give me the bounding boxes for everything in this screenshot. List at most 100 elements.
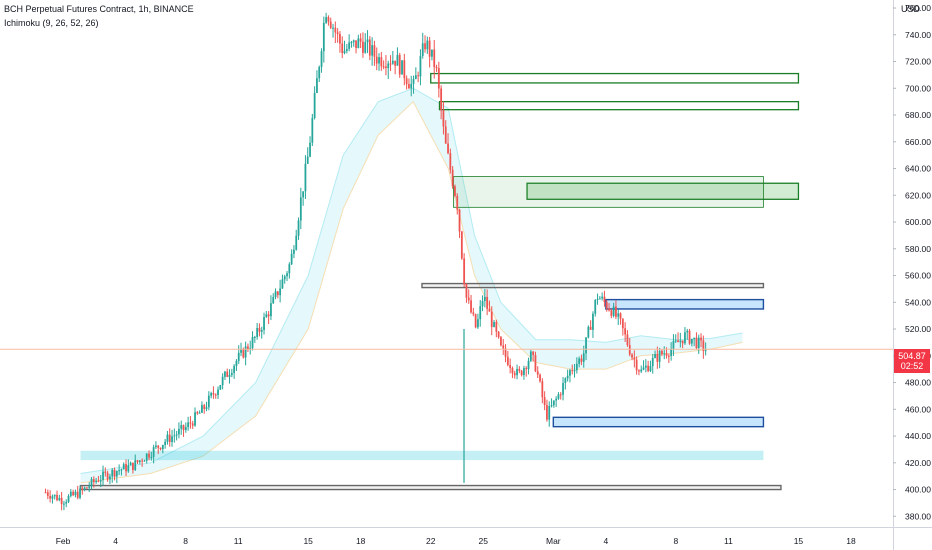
candle-body bbox=[470, 300, 472, 313]
candle-body bbox=[635, 359, 638, 371]
candle-body bbox=[274, 291, 277, 298]
candle-body bbox=[419, 55, 422, 77]
candle-body bbox=[332, 27, 334, 29]
candle-body bbox=[355, 40, 357, 49]
candle-body bbox=[120, 469, 123, 471]
candle-body bbox=[72, 491, 75, 496]
candle-body bbox=[417, 75, 420, 77]
candle-body bbox=[132, 462, 134, 471]
candle-body bbox=[166, 434, 169, 442]
candle-body bbox=[396, 54, 399, 66]
candle-body bbox=[182, 425, 185, 430]
zone-resistance bbox=[453, 176, 764, 208]
candle-body bbox=[490, 311, 493, 327]
candle-body bbox=[249, 348, 252, 350]
zone-resistance bbox=[430, 72, 800, 84]
candle-body bbox=[178, 428, 180, 435]
candle-body bbox=[304, 163, 307, 192]
indicator-label[interactable]: Ichimoku (9, 26, 52, 26) bbox=[4, 18, 99, 28]
candle-body bbox=[309, 142, 311, 157]
candle-body bbox=[663, 353, 666, 355]
candle-body bbox=[562, 382, 564, 395]
candle-body bbox=[138, 460, 141, 463]
candle-body bbox=[382, 66, 385, 68]
candle-body bbox=[564, 378, 567, 383]
candle-body bbox=[373, 45, 376, 57]
candle-body bbox=[106, 472, 109, 480]
candle-body bbox=[670, 348, 673, 357]
candle-body bbox=[99, 480, 102, 482]
candle-body bbox=[316, 78, 318, 93]
candle-body bbox=[456, 195, 459, 210]
candle-body bbox=[424, 43, 426, 50]
candle-body bbox=[81, 488, 84, 490]
candle-body bbox=[290, 253, 293, 265]
candle-body bbox=[497, 331, 500, 338]
candle-body bbox=[286, 273, 288, 277]
zone-resistance bbox=[438, 101, 800, 111]
candle-body bbox=[548, 406, 551, 420]
candle-body bbox=[272, 297, 275, 304]
candle-body bbox=[173, 435, 176, 437]
symbol-title[interactable]: BCH Perpetual Futures Contract, 1h, BINA… bbox=[4, 4, 194, 14]
candle-body bbox=[76, 491, 79, 498]
ichimoku-span-a bbox=[80, 87, 743, 474]
candle-body bbox=[164, 441, 167, 445]
candle-body bbox=[555, 398, 558, 401]
price-tick-label: 700.00 bbox=[905, 83, 931, 93]
candle-body bbox=[175, 434, 178, 436]
time-tick-label: 8 bbox=[183, 536, 188, 546]
candle-body bbox=[527, 360, 530, 370]
candle-body bbox=[454, 186, 456, 196]
candle-body bbox=[240, 349, 242, 353]
candle-body bbox=[318, 66, 321, 79]
candle-body bbox=[506, 356, 509, 366]
candle-body bbox=[102, 471, 104, 481]
candle-body bbox=[196, 412, 199, 414]
candle-body bbox=[187, 422, 190, 428]
candle-body bbox=[263, 317, 265, 331]
candle-body bbox=[649, 366, 652, 372]
candle-body bbox=[621, 318, 624, 329]
candle-body bbox=[619, 313, 622, 319]
candle-body bbox=[58, 497, 61, 501]
candle-body bbox=[569, 370, 571, 376]
candle-body bbox=[191, 423, 194, 426]
candle-body bbox=[532, 351, 535, 356]
candle-body bbox=[148, 453, 150, 458]
candle-body bbox=[697, 337, 700, 349]
candle-body bbox=[504, 348, 507, 357]
price-tick-label: 760.00 bbox=[905, 3, 931, 13]
candle-body bbox=[578, 358, 581, 364]
candle-body bbox=[520, 370, 523, 376]
candle-body bbox=[589, 326, 592, 330]
candle-body bbox=[644, 365, 647, 368]
candle-body bbox=[327, 17, 330, 22]
candle-body bbox=[228, 374, 231, 377]
candle-body bbox=[155, 445, 157, 448]
candle-body bbox=[320, 51, 323, 67]
time-tick-label: Mar bbox=[546, 536, 561, 546]
candle-body bbox=[109, 476, 111, 480]
candle-body bbox=[433, 49, 436, 68]
candle-body bbox=[136, 460, 139, 463]
candle-body bbox=[686, 330, 689, 333]
candle-body bbox=[626, 334, 629, 346]
candle-body bbox=[460, 231, 463, 259]
candle-body bbox=[276, 291, 279, 296]
candle-body bbox=[481, 301, 484, 307]
zone-support bbox=[80, 450, 764, 461]
candle-body bbox=[642, 367, 645, 370]
candle-body bbox=[111, 469, 114, 477]
candle-body bbox=[486, 296, 489, 309]
candle-body bbox=[134, 460, 137, 471]
candle-body bbox=[92, 479, 95, 483]
candle-body bbox=[612, 306, 615, 316]
candle-body bbox=[69, 491, 72, 496]
last-price-tag: 504.87 02:52 bbox=[894, 349, 930, 373]
candle-body bbox=[63, 503, 65, 505]
candle-body bbox=[297, 220, 300, 236]
candle-body bbox=[364, 42, 367, 53]
candle-body bbox=[325, 17, 328, 23]
